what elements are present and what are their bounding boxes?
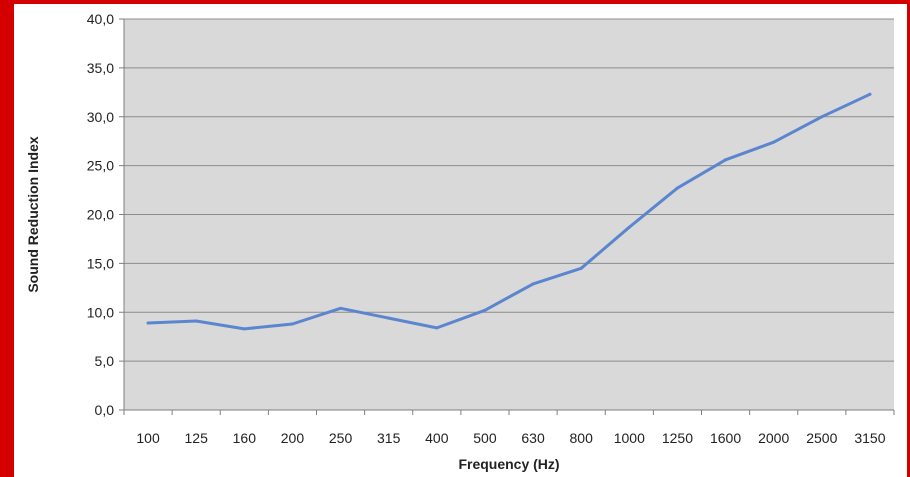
x-tick-label: 1000 (614, 430, 645, 446)
x-axis-title: Frequency (Hz) (458, 456, 559, 472)
data-point (675, 186, 679, 190)
y-tick-label: 20,0 (87, 207, 114, 223)
x-tick-label: 200 (281, 430, 305, 446)
x-tick-label: 1250 (662, 430, 693, 446)
x-tick-label: 800 (570, 430, 594, 446)
x-tick-label: 500 (473, 430, 497, 446)
y-tick-labels: 0,0 5,0 10,0 15,0 20,0 25,0 30,0 35,0 40,0 (87, 11, 124, 418)
x-tick-label: 1600 (710, 430, 741, 446)
x-tick-label: 250 (329, 430, 353, 446)
data-point (579, 266, 583, 270)
x-tick-label: 160 (233, 430, 257, 446)
frame-border-right (907, 0, 910, 477)
data-point (290, 322, 294, 326)
data-point (146, 321, 150, 325)
gridlines (124, 18, 894, 362)
x-tick-labels: 100 125 160 200 250 315 400 500 630 800 1000 1250 16… (123, 410, 895, 446)
x-tick-label: 3150 (854, 430, 885, 446)
series-line (146, 92, 872, 331)
data-point (724, 158, 728, 162)
data-point (531, 282, 535, 286)
data-point (435, 326, 439, 330)
y-tick-label: 15,0 (87, 255, 114, 271)
data-point (483, 308, 487, 312)
data-point (242, 327, 246, 331)
data-point (868, 92, 872, 96)
y-tick-label: 30,0 (87, 109, 114, 125)
data-point (627, 225, 631, 229)
data-point (772, 140, 776, 144)
data-point (194, 319, 198, 323)
frame-border-left (0, 0, 14, 477)
x-tick-label: 100 (136, 430, 160, 446)
x-tick-label: 125 (185, 430, 209, 446)
x-tick-label: 400 (425, 430, 449, 446)
data-point (820, 115, 824, 119)
y-tick-label: 35,0 (87, 60, 114, 76)
frame-border-top (0, 0, 910, 4)
x-tick-label: 630 (521, 430, 545, 446)
x-tick-label: 315 (377, 430, 401, 446)
x-tick-label: 2000 (758, 430, 789, 446)
data-point (387, 316, 391, 320)
y-tick-label: 25,0 (87, 158, 114, 174)
y-tick-label: 10,0 (87, 304, 114, 320)
y-tick-label: 0,0 (95, 402, 115, 418)
y-tick-label: 40,0 (87, 11, 114, 27)
x-tick-label: 2500 (806, 430, 837, 446)
y-tick-label: 5,0 (95, 353, 115, 369)
data-point (339, 306, 343, 310)
data-points (146, 92, 872, 331)
y-axis-title: Sound Reduction Index (25, 136, 41, 293)
